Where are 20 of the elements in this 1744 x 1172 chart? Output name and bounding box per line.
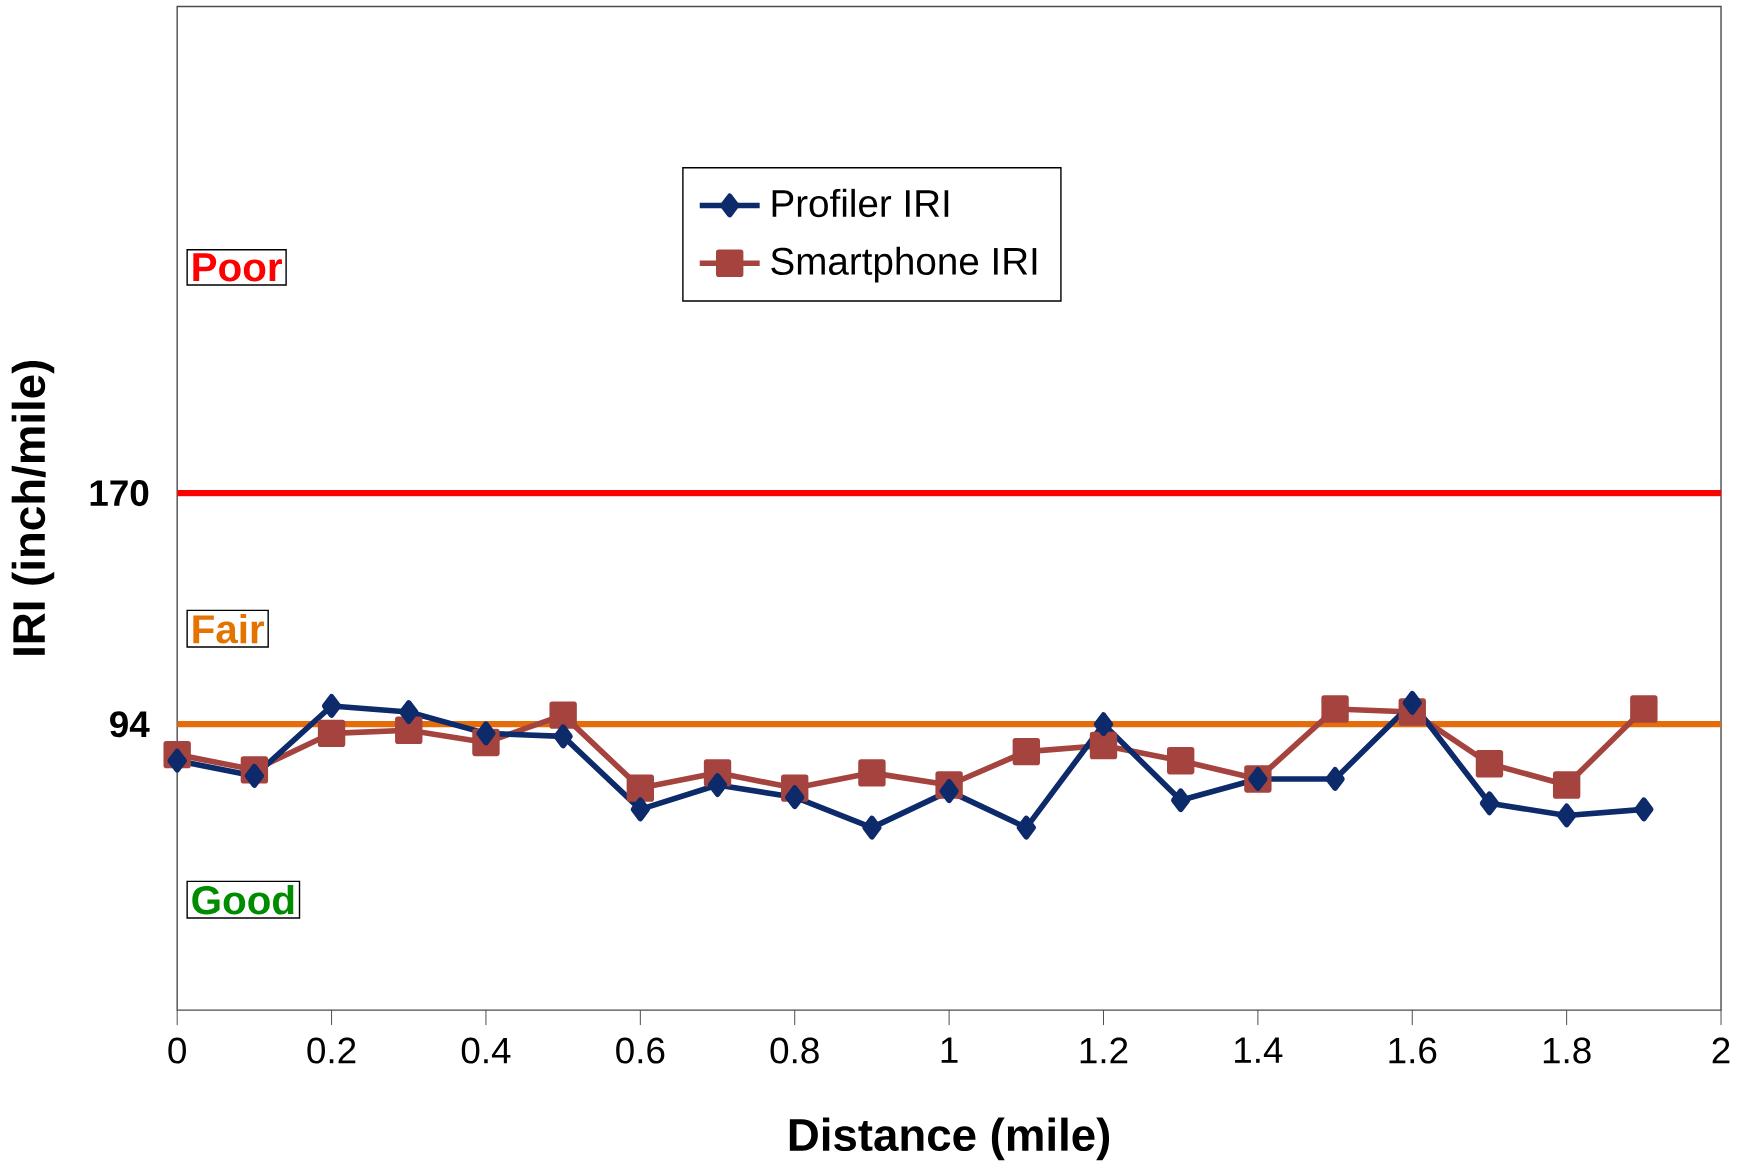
x-tick-label: 1.4 — [1235, 1037, 1283, 1063]
x-tick-label: 0.6 — [616, 1037, 665, 1064]
y-axis-title: IRI (inch/mile) — [11, 361, 55, 655]
y-tick-label: 94 — [110, 711, 150, 738]
x-tick-label: 2 — [1712, 1037, 1730, 1064]
annotation: Good — [192, 884, 294, 915]
x-tick-label: 1.2 — [1080, 1037, 1128, 1064]
x-tick-label: 1 — [941, 1037, 958, 1063]
legend-label: Profiler IRI — [772, 188, 949, 218]
x-tick-label: 1.6 — [1389, 1037, 1437, 1064]
x-tick-label: 0 — [168, 1037, 186, 1064]
legend-label: Smartphone IRI — [771, 246, 1037, 283]
x-tick-label: 1.8 — [1543, 1037, 1591, 1064]
annotation: Poor — [193, 253, 282, 282]
y-tick-label: 170 — [90, 480, 149, 507]
x-tick-label: 0.8 — [770, 1037, 819, 1064]
annotation: Fair — [193, 613, 265, 644]
x-tick-label: 0.2 — [307, 1037, 356, 1064]
x-tick-label: 0.4 — [461, 1037, 511, 1064]
x-axis-title: Distance (mile) — [789, 1117, 1110, 1161]
